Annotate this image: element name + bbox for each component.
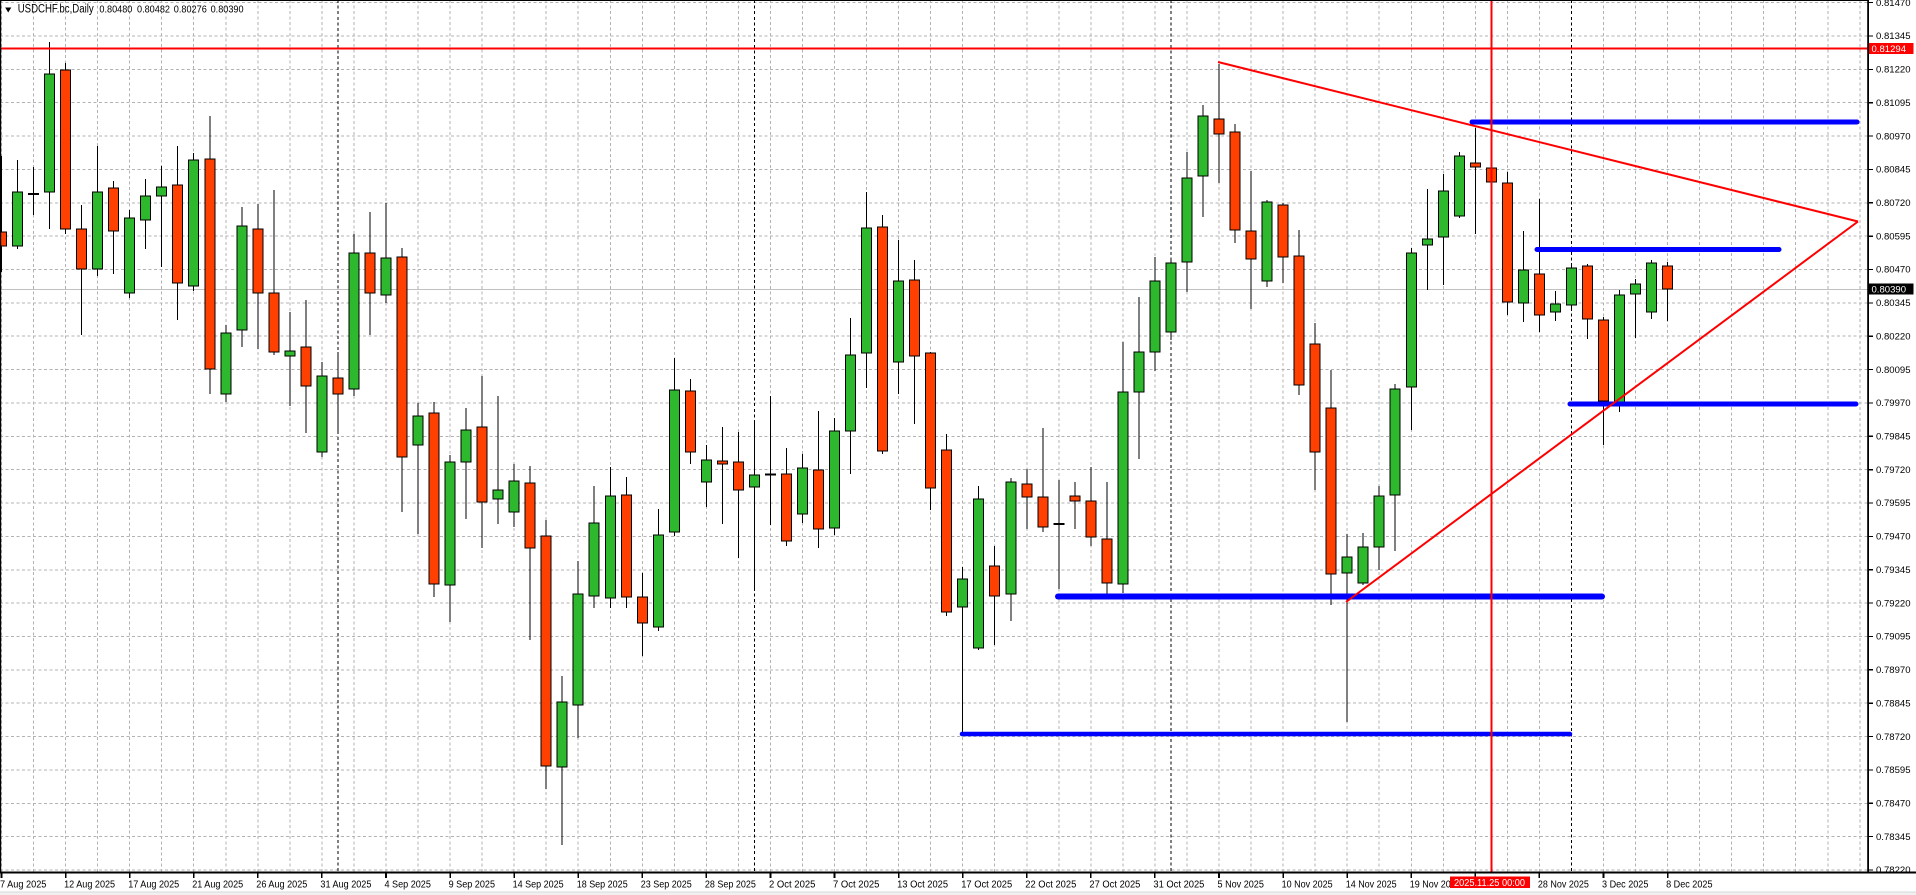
svg-text:14 Nov 2025: 14 Nov 2025 bbox=[1346, 880, 1397, 891]
svg-text:19 Nov 2025: 19 Nov 2025 bbox=[1410, 880, 1461, 891]
svg-text:0.81095: 0.81095 bbox=[1876, 98, 1911, 109]
svg-text:0.78345: 0.78345 bbox=[1876, 832, 1911, 843]
svg-text:0.79345: 0.79345 bbox=[1876, 565, 1911, 576]
svg-text:12 Aug 2025: 12 Aug 2025 bbox=[64, 880, 115, 891]
svg-text:22 Oct 2025: 22 Oct 2025 bbox=[1025, 880, 1076, 891]
svg-text:0.80720: 0.80720 bbox=[1876, 198, 1911, 209]
svg-text:17 Aug 2025: 17 Aug 2025 bbox=[128, 880, 179, 891]
svg-text:0.80595: 0.80595 bbox=[1876, 231, 1911, 242]
svg-text:0.81294: 0.81294 bbox=[1872, 44, 1907, 55]
svg-text:0.81220: 0.81220 bbox=[1876, 65, 1911, 76]
svg-text:9 Sep 2025: 9 Sep 2025 bbox=[449, 880, 496, 891]
svg-text:21 Aug 2025: 21 Aug 2025 bbox=[192, 880, 243, 891]
svg-text:0.79845: 0.79845 bbox=[1876, 432, 1911, 443]
svg-text:0.80390: 0.80390 bbox=[1872, 285, 1907, 296]
svg-text:3 Dec 2025: 3 Dec 2025 bbox=[1602, 880, 1649, 891]
svg-text:0.78595: 0.78595 bbox=[1876, 765, 1911, 776]
svg-text:0.78220: 0.78220 bbox=[1876, 865, 1911, 876]
svg-text:31 Aug 2025: 31 Aug 2025 bbox=[320, 880, 371, 891]
svg-text:10 Nov 2025: 10 Nov 2025 bbox=[1282, 880, 1333, 891]
svg-text:14 Sep 2025: 14 Sep 2025 bbox=[513, 880, 564, 891]
svg-text:28 Sep 2025: 28 Sep 2025 bbox=[705, 880, 756, 891]
svg-text:0.80480: 0.80480 bbox=[99, 4, 132, 16]
svg-text:17 Oct 2025: 17 Oct 2025 bbox=[961, 880, 1012, 891]
svg-text:0.80276: 0.80276 bbox=[174, 4, 207, 16]
svg-text:7 Aug 2025: 7 Aug 2025 bbox=[0, 880, 47, 891]
svg-text:0.78470: 0.78470 bbox=[1876, 799, 1911, 810]
svg-text:18 Sep 2025: 18 Sep 2025 bbox=[577, 880, 628, 891]
svg-text:0.79595: 0.79595 bbox=[1876, 498, 1911, 509]
svg-text:0.80220: 0.80220 bbox=[1876, 331, 1911, 342]
svg-text:0.79220: 0.79220 bbox=[1876, 598, 1911, 609]
svg-text:27 Oct 2025: 27 Oct 2025 bbox=[1089, 880, 1140, 891]
svg-text:0.78720: 0.78720 bbox=[1876, 732, 1911, 743]
svg-text:2025.11.25 00:00: 2025.11.25 00:00 bbox=[1454, 878, 1525, 889]
svg-text:2 Oct 2025: 2 Oct 2025 bbox=[769, 880, 816, 891]
svg-text:0.80845: 0.80845 bbox=[1876, 165, 1911, 176]
svg-text:31 Oct 2025: 31 Oct 2025 bbox=[1153, 880, 1204, 891]
svg-text:0.80482: 0.80482 bbox=[137, 4, 170, 16]
svg-text:5 Nov 2025: 5 Nov 2025 bbox=[1218, 880, 1265, 891]
svg-text:0.80470: 0.80470 bbox=[1876, 265, 1911, 276]
svg-text:7 Oct 2025: 7 Oct 2025 bbox=[833, 880, 880, 891]
svg-text:0.80970: 0.80970 bbox=[1876, 131, 1911, 142]
svg-text:13 Oct 2025: 13 Oct 2025 bbox=[897, 880, 948, 891]
svg-text:0.79970: 0.79970 bbox=[1876, 398, 1911, 409]
svg-text:26 Aug 2025: 26 Aug 2025 bbox=[256, 880, 307, 891]
svg-text:8 Dec 2025: 8 Dec 2025 bbox=[1666, 880, 1713, 891]
svg-text:USDCHF.bc,Daily: USDCHF.bc,Daily bbox=[18, 4, 94, 16]
svg-text:0.79470: 0.79470 bbox=[1876, 532, 1911, 543]
svg-text:0.78970: 0.78970 bbox=[1876, 665, 1911, 676]
svg-text:0.81470: 0.81470 bbox=[1876, 0, 1911, 9]
svg-text:0.80345: 0.80345 bbox=[1876, 298, 1911, 309]
svg-text:4 Sep 2025: 4 Sep 2025 bbox=[385, 880, 432, 891]
svg-text:0.79095: 0.79095 bbox=[1876, 632, 1911, 643]
svg-text:0.79720: 0.79720 bbox=[1876, 465, 1911, 476]
svg-text:0.81345: 0.81345 bbox=[1876, 31, 1911, 42]
svg-text:0.80390: 0.80390 bbox=[211, 4, 244, 16]
svg-text:0.80095: 0.80095 bbox=[1876, 365, 1911, 376]
svg-text:23 Sep 2025: 23 Sep 2025 bbox=[641, 880, 692, 891]
svg-text:28 Nov 2025: 28 Nov 2025 bbox=[1538, 880, 1589, 891]
svg-text:0.78845: 0.78845 bbox=[1876, 698, 1911, 709]
